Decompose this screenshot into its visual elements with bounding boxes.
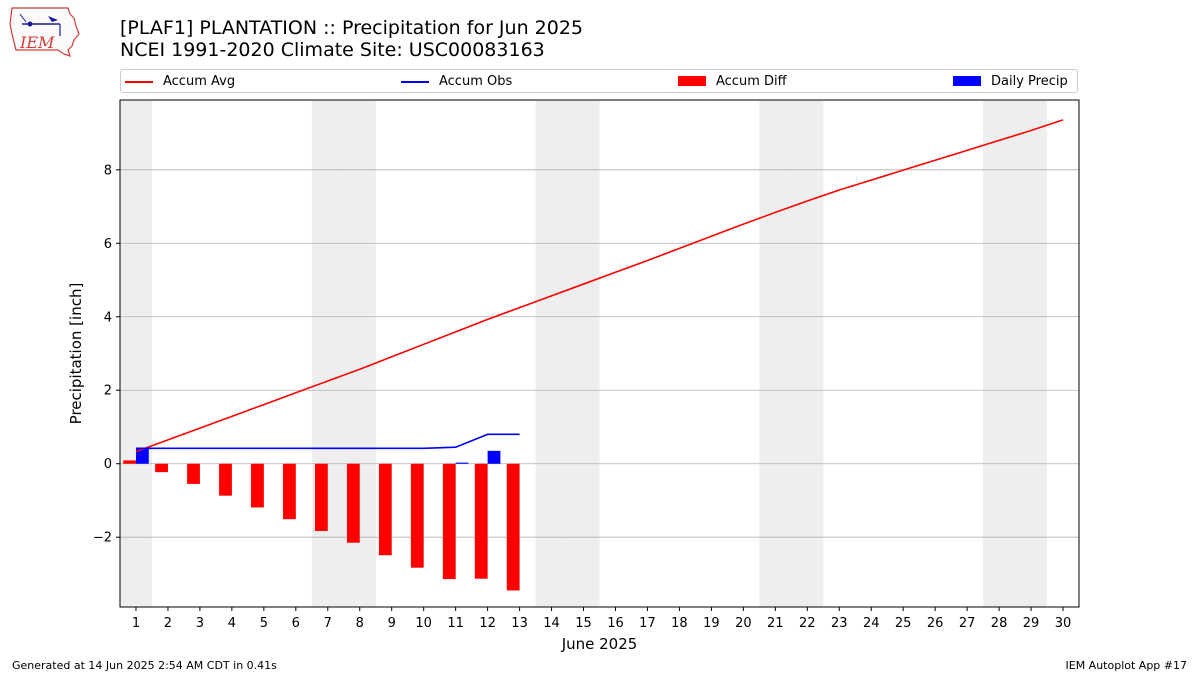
x-tick-label: 25 — [895, 616, 912, 631]
legend-swatch — [125, 81, 153, 83]
x-tick-label: 5 — [260, 616, 268, 631]
chart-subtitle: NCEI 1991-2020 Climate Site: USC00083163 — [120, 39, 545, 61]
x-tick-label: 21 — [767, 616, 784, 631]
weekend-band — [535, 100, 568, 607]
x-tick-label: 12 — [479, 616, 496, 631]
x-tick-label: 2 — [164, 616, 172, 631]
x-tick-label: 17 — [639, 616, 656, 631]
weekend-band — [1015, 100, 1048, 607]
weekend-band — [567, 100, 600, 607]
legend-swatch — [953, 76, 981, 86]
x-tick-label: 8 — [356, 616, 364, 631]
x-tick-label: 10 — [415, 616, 432, 631]
accum-diff-bar — [410, 463, 424, 568]
daily-precip-bar — [487, 450, 501, 464]
y-tick-label: −2 — [93, 531, 112, 546]
x-tick-label: 4 — [228, 616, 236, 631]
x-tick-label: 26 — [927, 616, 944, 631]
x-tick-label: 19 — [703, 616, 720, 631]
y-tick-label: 2 — [104, 384, 112, 399]
x-tick-label: 29 — [1023, 616, 1040, 631]
x-tick-label: 1 — [132, 616, 140, 631]
y-tick-label: 8 — [104, 163, 112, 178]
generated-timestamp: Generated at 14 Jun 2025 2:54 AM CDT in … — [12, 659, 277, 672]
x-axis-label: June 2025 — [561, 635, 638, 653]
x-tick-label: 20 — [735, 616, 752, 631]
state-outline-icon — [9, 7, 80, 57]
weekend-band — [791, 100, 824, 607]
x-tick-label: 22 — [799, 616, 816, 631]
x-tick-label: 9 — [388, 616, 396, 631]
accum-diff-bar — [283, 463, 296, 520]
x-tick-label: 28 — [991, 616, 1008, 631]
daily-precip-bar — [135, 448, 149, 464]
app-credit: IEM Autoplot App #17 — [1065, 659, 1188, 672]
accum-diff-bar — [123, 460, 136, 464]
x-tick-label: 3 — [196, 616, 204, 631]
accum-diff-bar — [251, 463, 264, 508]
x-tick-label: 7 — [324, 616, 332, 631]
accum-diff-bar — [378, 463, 392, 556]
y-axis-label: Precipitation [inch] — [67, 283, 85, 425]
weekend-band — [759, 100, 792, 607]
accum-diff-bar — [219, 463, 232, 496]
accum-obs-line — [135, 433, 520, 450]
x-tick-label: 30 — [1055, 616, 1072, 631]
x-tick-label: 13 — [511, 616, 528, 631]
weekend-band — [311, 100, 344, 607]
y-tick-label: 6 — [104, 237, 112, 252]
x-tick-label: 15 — [575, 616, 592, 631]
accum-diff-bar — [506, 463, 520, 591]
accum-diff-bar — [474, 463, 488, 579]
x-tick-label: 23 — [831, 616, 848, 631]
legend-swatch — [401, 81, 429, 83]
accum-diff-bar — [314, 463, 328, 531]
accum-avg-line — [135, 119, 1064, 453]
legend: Accum Avg Accum Obs Accum Diff Daily Precip — [120, 69, 1078, 93]
y-tick-label: 4 — [104, 310, 112, 325]
legend-label: Accum Obs — [439, 74, 513, 89]
x-tick-label: 24 — [863, 616, 880, 631]
accum-diff-bar — [187, 463, 200, 484]
x-tick-label: 6 — [292, 616, 300, 631]
legend-swatch — [678, 76, 706, 86]
y-tick-label: 0 — [104, 457, 112, 472]
accum-diff-bar — [442, 463, 456, 580]
legend-label: Daily Precip — [991, 74, 1068, 89]
legend-label: Accum Diff — [716, 74, 787, 89]
weekend-band — [983, 100, 1016, 607]
accum-diff-bar — [346, 463, 360, 543]
iem-logo-text: IEM — [19, 33, 55, 52]
weekend-band — [120, 100, 152, 607]
iem-logo: IEM — [9, 7, 80, 57]
chart-title: [PLAF1] PLANTATION :: Precipitation for … — [120, 17, 584, 39]
legend-label: Accum Avg — [163, 74, 236, 89]
x-tick-label: 16 — [607, 616, 624, 631]
daily-precip-bar — [455, 462, 469, 464]
x-tick-label: 11 — [447, 616, 464, 631]
plot-frame — [119, 99, 1080, 608]
accum-diff-bar — [155, 463, 168, 473]
x-tick-label: 18 — [671, 616, 688, 631]
x-tick-label: 27 — [959, 616, 976, 631]
x-tick-label: 14 — [543, 616, 560, 631]
